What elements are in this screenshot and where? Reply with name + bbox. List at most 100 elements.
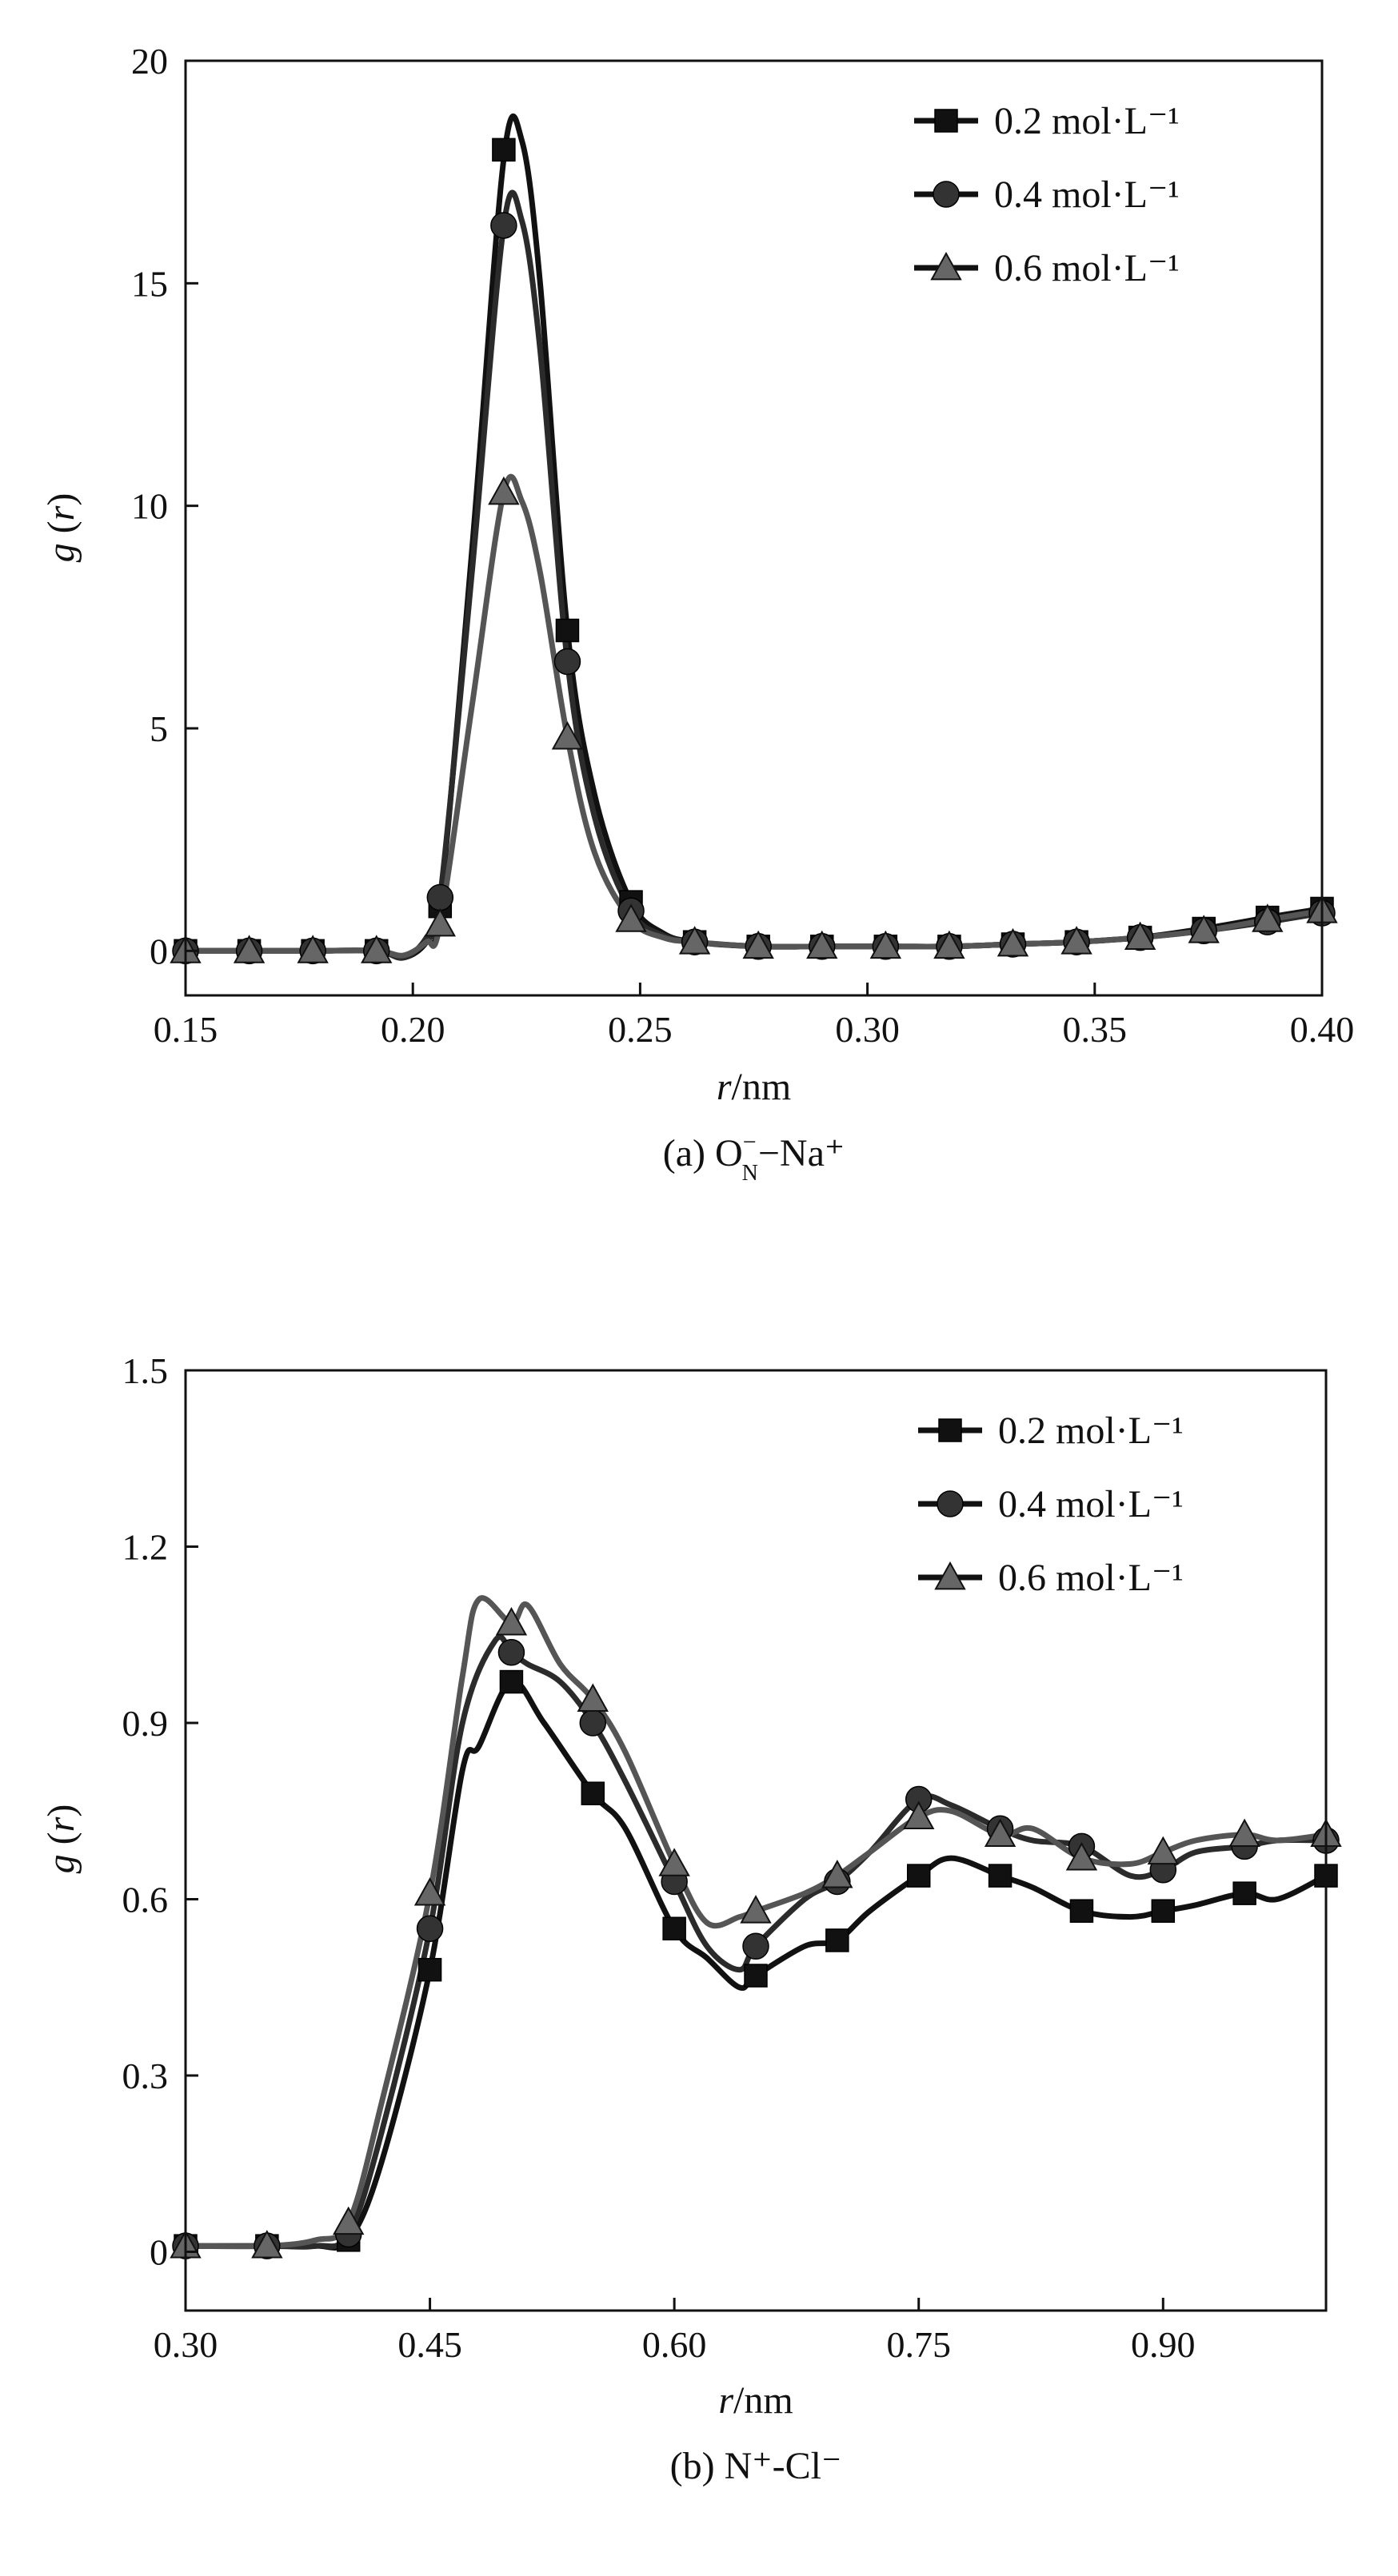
chart-a-ytick-label: 5	[150, 708, 168, 749]
chart-a-legend-marker-2	[930, 251, 962, 281]
chart-b-xtick-label: 0.45	[397, 2324, 462, 2365]
chart-b-series-0-point	[417, 1957, 442, 1982]
chart-a-ytick-label: 20	[131, 41, 168, 82]
chart-b-series-1-point	[416, 1915, 444, 1942]
chart-b-series-0-point	[662, 1916, 686, 1940]
chart-b-ytick-label: 0.9	[122, 1703, 169, 1744]
chart-b-series-0-point	[906, 1864, 931, 1888]
chart-b-series-2-point	[577, 1683, 609, 1712]
chart-a-xtick-label: 0.40	[1290, 1009, 1355, 1050]
chart-b-ytick-label: 1.5	[122, 1350, 169, 1391]
chart-a-series-2-point	[1188, 915, 1220, 943]
chart-a-plot-frame	[184, 59, 1324, 997]
chart-a-caption-rest: −Na⁺	[758, 1132, 845, 1174]
chart-b-xtick-label: 0.30	[154, 2324, 218, 2365]
chart-a-series-2-point	[1252, 903, 1284, 932]
chart-a-caption: (a) O− N−Na⁺	[663, 1129, 845, 1186]
chart-b-series-0-point	[581, 1781, 605, 1805]
chart-a-series-2-point	[361, 935, 393, 963]
chart-a-legend-label-0: 0.2 mol·L⁻¹	[994, 100, 1180, 142]
chart-b-series-2-point	[903, 1800, 935, 1829]
chart-b-plot-frame	[184, 1369, 1328, 2312]
chart-b-caption-main: (b) N⁺-Cl⁻	[670, 2445, 842, 2487]
chart-b-yaxis-paren-close: )	[40, 1804, 82, 1817]
chart-b-series-2-point	[740, 1895, 772, 1924]
chart-a-series-0-point	[555, 618, 580, 643]
chart-a-xaxis-unit: /nm	[732, 1066, 792, 1108]
chart-a-xtick-label: 0.30	[835, 1009, 900, 1050]
chart-b-series-1-line	[186, 1634, 1326, 2250]
chart-a-series-2-point	[488, 476, 520, 505]
chart-b-xtick-label: 0.90	[1131, 2324, 1196, 2365]
chart-b-yaxis-title: g (r)	[40, 1804, 82, 1874]
chart-b-series-0-point	[1069, 1899, 1094, 1923]
chart-a-xtick-label: 0.25	[608, 1009, 673, 1050]
chart-b-series-0-line	[186, 1678, 1326, 2251]
chart-b-ytick-label: 0	[150, 2232, 168, 2273]
chart-a-series-2-point	[869, 930, 902, 959]
chart-b-series-2-point	[251, 2230, 283, 2259]
chart-b-series-0-point	[1151, 1899, 1176, 1923]
chart-a-legend-label-1: 0.4 mol·L⁻¹	[994, 173, 1180, 216]
chart-a-xaxis-title: r/nm	[717, 1066, 791, 1108]
chart-b-series-2-point	[1065, 1841, 1098, 1871]
chart-b-series-1-point	[497, 1639, 525, 1666]
chart-a-series-2-point	[424, 907, 457, 937]
chart-a-series-1-point	[553, 648, 581, 676]
chart-a-series-2-point	[233, 935, 266, 963]
chart-a-legend-marker-1	[933, 181, 960, 208]
chart-b-ytick-label: 1.2	[122, 1527, 169, 1568]
chart-a-ytick-label: 10	[131, 486, 168, 527]
chart-b-caption: (b) N⁺-Cl⁻	[670, 2445, 842, 2487]
chart-b-series-2-point	[1147, 1836, 1179, 1865]
chart-b-series-2-point	[1228, 1818, 1260, 1848]
chart-b-series-2-point	[495, 1606, 528, 1636]
chart-b-xtick-label: 0.60	[642, 2324, 707, 2365]
chart-a-series-2-point	[297, 935, 329, 963]
chart-b-series-0-point	[499, 1669, 524, 1694]
chart-a-xtick-label: 0.35	[1063, 1009, 1128, 1050]
chart-b-legend-label-2: 0.6 mol·L⁻¹	[998, 1557, 1184, 1599]
chart-b-legend-marker-2	[934, 1561, 966, 1590]
chart-a-legend-marker-0	[934, 109, 958, 133]
chart-b-series-2-point	[413, 1877, 446, 1906]
chart-a-series-2-point	[997, 927, 1029, 957]
chart-b-yaxis-var: g	[40, 1854, 82, 1873]
chart-b-legend-marker-0	[938, 1418, 962, 1442]
chart-b-series-0-point	[744, 1964, 768, 1988]
chart-a-legend: 0.2 mol·L⁻¹ 0.4 mol·L⁻¹ 0.6 mol·L⁻¹	[914, 100, 1180, 289]
chart-b-series-0-point	[988, 1864, 1013, 1888]
chart-a-yaxis-paren-open: (	[40, 520, 82, 543]
chart-a-series-2-point	[615, 903, 647, 932]
chart-b-legend-label-1: 0.4 mol·L⁻¹	[998, 1483, 1184, 1525]
chart-a-ytick-label: 0	[150, 931, 168, 971]
chart-a-caption-main: (a) O	[663, 1132, 743, 1174]
chart-a-series-2-point	[742, 930, 774, 959]
chart-a-series-2-point	[678, 926, 711, 955]
chart-b-xtick-label: 0.75	[886, 2324, 951, 2365]
chart-a-series-2-point	[551, 721, 584, 750]
chart-b-ytick-label: 0.3	[122, 2056, 169, 2096]
chart-b-series-2-point	[821, 1860, 853, 1888]
chart-b-legend-marker-1	[937, 1490, 964, 1517]
chart-b-series-2-point	[658, 1848, 690, 1876]
chart-b-series-1-point	[742, 1932, 769, 1960]
chart-a-series-2-point	[1060, 926, 1092, 955]
chart-a-yaxis-paren-close: )	[40, 493, 82, 506]
chart-b-xaxis-var: r	[718, 2379, 733, 2422]
chart-a-caption-sub: N	[742, 1161, 758, 1186]
chart-b-legend: 0.2 mol·L⁻¹ 0.4 mol·L⁻¹ 0.6 mol·L⁻¹	[918, 1410, 1184, 1599]
chart-b-series-2-point	[333, 2206, 365, 2235]
chart-b-yaxis-paren-open: (	[40, 1832, 82, 1854]
chart-a-series-1-point	[490, 212, 517, 239]
chart-a-series-1-point	[426, 883, 454, 911]
chart-a-xtick-label: 0.20	[381, 1009, 445, 1050]
chart-a-series-2-point	[1124, 921, 1156, 951]
chart-b-series-1-point	[579, 1709, 607, 1737]
chart-a-legend-label-2: 0.6 mol·L⁻¹	[994, 247, 1180, 289]
chart-a-xaxis-var: r	[717, 1066, 732, 1108]
chart-a-xtick-label: 0.15	[154, 1009, 218, 1050]
